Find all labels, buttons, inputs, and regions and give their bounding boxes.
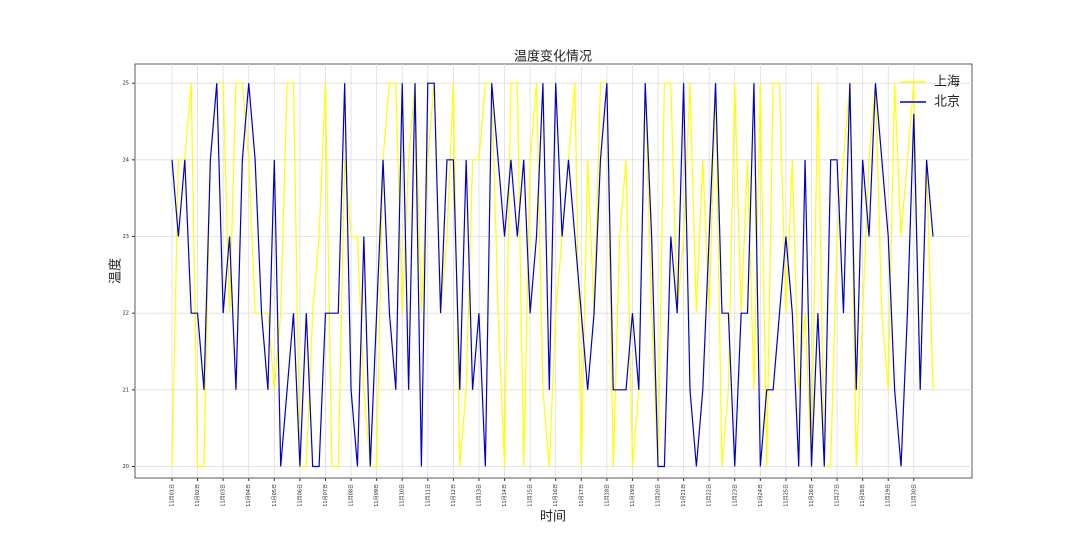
chart-title: 温度变化情况: [514, 49, 592, 65]
x-tick-label: 11月21日: [681, 484, 687, 507]
x-tick-label: 11月28日: [860, 484, 866, 507]
x-tick-label: 11月04日: [246, 484, 252, 507]
y-tick-label: 23: [123, 234, 129, 240]
x-tick-label: 11月06日: [297, 484, 303, 507]
x-tick-label: 11月23日: [732, 484, 738, 507]
x-tick-label: 11月02日: [195, 484, 201, 507]
series-line: [171, 82, 934, 468]
y-tick-label: 20: [123, 464, 129, 470]
y-tick-label: 21: [123, 387, 129, 393]
plot-frame: [134, 63, 973, 479]
legend-label: 上海: [934, 75, 960, 90]
x-tick-label: 11月18日: [604, 484, 610, 507]
y-tick-label: 24: [123, 157, 129, 163]
x-tick-label: 11月16日: [553, 484, 559, 507]
x-tick-label: 11月01日: [170, 484, 176, 507]
x-tick-label: 11月14日: [502, 484, 508, 507]
series-line: [171, 82, 934, 468]
x-tick-label: 11月25日: [783, 484, 789, 507]
x-tick-label: 11月09日: [374, 484, 380, 507]
x-tick-label: 11月26日: [809, 484, 815, 507]
x-tick-label: 11月19日: [630, 484, 636, 507]
legend-label: 北京: [934, 95, 960, 110]
x-tick-label: 11月24日: [758, 484, 764, 507]
x-axis-label: 时间: [540, 510, 566, 525]
x-tick-label: 11月07日: [323, 484, 329, 507]
x-tick-label: 11月03日: [221, 484, 227, 507]
x-tick-label: 11月11日: [425, 484, 431, 507]
x-tick-label: 11月30日: [911, 484, 917, 507]
x-tick-label: 11月05日: [272, 484, 278, 507]
y-axis-label: 温度: [108, 258, 124, 284]
x-tick-label: 11月22日: [707, 484, 713, 507]
x-tick-label: 11月12日: [451, 484, 457, 507]
x-tick-label: 11月10日: [400, 484, 406, 507]
y-tick-label: 25: [123, 81, 129, 87]
x-tick-label: 11月27日: [835, 484, 841, 507]
x-tick-label: 11月17日: [579, 484, 585, 507]
x-tick-label: 11月20日: [656, 484, 662, 507]
x-tick-label: 11月13日: [476, 484, 482, 507]
x-tick-label: 11月15日: [528, 484, 534, 507]
x-tick-label: 11月29日: [886, 484, 892, 507]
y-tick-label: 22: [123, 311, 129, 317]
x-tick-label: 11月08日: [349, 484, 355, 507]
